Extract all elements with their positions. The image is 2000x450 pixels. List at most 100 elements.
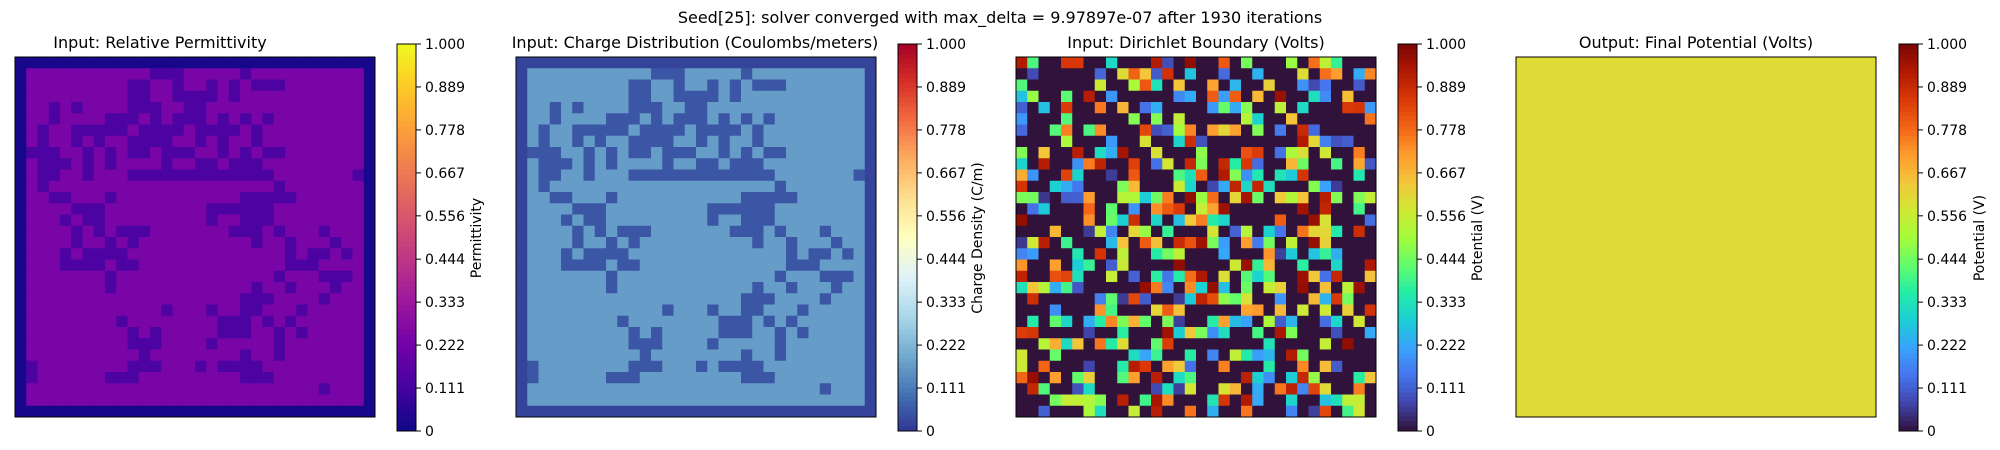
heatmap-cell xyxy=(82,158,95,170)
heatmap-cell xyxy=(60,304,72,317)
heatmap-cell xyxy=(864,203,877,215)
heatmap-cell xyxy=(741,113,753,125)
heatmap-cell xyxy=(572,372,584,384)
heatmap-cell xyxy=(1274,304,1287,317)
heatmap-cell xyxy=(285,135,297,148)
heatmap-cell xyxy=(48,304,61,317)
heatmap-cell xyxy=(684,203,697,215)
heatmap-cell xyxy=(251,102,263,114)
heatmap-cell xyxy=(583,383,596,395)
heatmap-cell xyxy=(183,349,196,362)
heatmap-cell xyxy=(240,79,252,92)
heatmap-cell xyxy=(1319,79,1332,92)
heatmap-cell xyxy=(1207,248,1219,260)
heatmap-cell xyxy=(718,293,731,305)
colorbar-segment xyxy=(1899,305,1918,311)
heatmap-cell xyxy=(763,405,776,418)
heatmap-cell xyxy=(718,203,731,215)
heatmap-cell xyxy=(1083,237,1096,249)
colorbar-segment xyxy=(1398,92,1417,98)
heatmap-cell xyxy=(127,304,140,317)
heatmap-cell xyxy=(797,372,809,384)
heatmap-cell xyxy=(696,237,708,249)
heatmap-cell xyxy=(161,90,173,103)
heatmap-cell xyxy=(1038,203,1051,215)
heatmap-cell xyxy=(116,225,128,238)
heatmap-cell xyxy=(161,113,173,125)
heatmap-cell xyxy=(127,237,140,249)
heatmap-cell xyxy=(606,158,618,170)
colorbar-segment xyxy=(397,68,416,74)
heatmap-cell xyxy=(741,237,753,249)
heatmap-cell xyxy=(1297,248,1309,260)
heatmap-cell xyxy=(1308,79,1321,92)
heatmap-cell xyxy=(1286,124,1298,137)
heatmap-cell xyxy=(330,102,342,114)
heatmap-cell xyxy=(1139,405,1152,418)
heatmap-cell xyxy=(1274,405,1287,418)
heatmap-cell xyxy=(240,349,252,362)
heatmap-cell xyxy=(741,124,753,137)
heatmap-cell xyxy=(763,102,776,114)
heatmap-cell xyxy=(1061,79,1073,92)
heatmap-cell xyxy=(93,315,106,328)
heatmap-cell xyxy=(206,270,218,283)
heatmap-cell xyxy=(307,327,320,339)
heatmap-cell xyxy=(752,79,764,92)
heatmap-cell xyxy=(217,102,230,114)
heatmap-cell xyxy=(729,259,742,272)
heatmap-cell xyxy=(1263,270,1276,283)
heatmap-cell xyxy=(206,383,218,395)
heatmap-cell xyxy=(1342,383,1354,395)
heatmap-cell xyxy=(527,338,539,350)
heatmap-cell xyxy=(1353,180,1366,193)
heatmap-cell xyxy=(262,360,275,373)
heatmap-cell xyxy=(161,225,173,238)
heatmap-cell xyxy=(741,293,753,305)
heatmap-cell xyxy=(1308,372,1321,384)
heatmap-cell xyxy=(1196,394,1208,407)
colorbar-segment xyxy=(898,68,917,74)
heatmap-cell xyxy=(729,192,742,204)
heatmap-cell xyxy=(363,372,376,384)
heatmap-cell xyxy=(71,124,83,137)
heatmap-cell xyxy=(172,180,185,193)
heatmap-cell xyxy=(1173,214,1186,227)
heatmap-cell xyxy=(352,135,365,148)
colorbar-segment xyxy=(898,334,917,340)
heatmap-cell xyxy=(1252,349,1264,362)
heatmap-cell xyxy=(763,158,776,170)
heatmap-cell xyxy=(684,248,697,260)
heatmap-cell xyxy=(853,338,866,350)
heatmap-cell xyxy=(617,225,629,238)
colorbar-segment xyxy=(397,392,416,398)
heatmap-cell xyxy=(684,192,697,204)
heatmap-cell xyxy=(26,124,38,137)
colorbar-segment xyxy=(898,189,917,195)
heatmap-cell xyxy=(572,192,584,204)
heatmap-cell xyxy=(741,169,753,182)
heatmap-cell xyxy=(60,293,72,305)
heatmap-cell xyxy=(1072,68,1084,80)
heatmap-cell xyxy=(352,349,365,362)
heatmap-cell xyxy=(138,293,151,305)
heatmap-cell xyxy=(105,327,117,339)
heatmap-cell xyxy=(1229,169,1242,182)
heatmap-cell xyxy=(617,383,629,395)
heatmap-cell xyxy=(1117,192,1129,204)
heatmap-cell xyxy=(662,102,674,114)
heatmap-cell xyxy=(1038,68,1051,80)
heatmap-cell xyxy=(352,405,365,418)
heatmap-cell xyxy=(1027,135,1039,148)
heatmap-cell xyxy=(82,169,95,182)
colorbar-segment xyxy=(1899,189,1918,195)
heatmap-cell xyxy=(1286,293,1298,305)
heatmap-cell xyxy=(48,147,61,159)
heatmap-cell xyxy=(741,259,753,272)
heatmap-cell xyxy=(538,237,551,249)
heatmap-cell xyxy=(583,124,596,137)
colorbar-segment xyxy=(397,150,416,156)
heatmap-cell xyxy=(1173,360,1186,373)
heatmap-cell xyxy=(1027,147,1039,159)
heatmap-cell xyxy=(1286,304,1298,317)
